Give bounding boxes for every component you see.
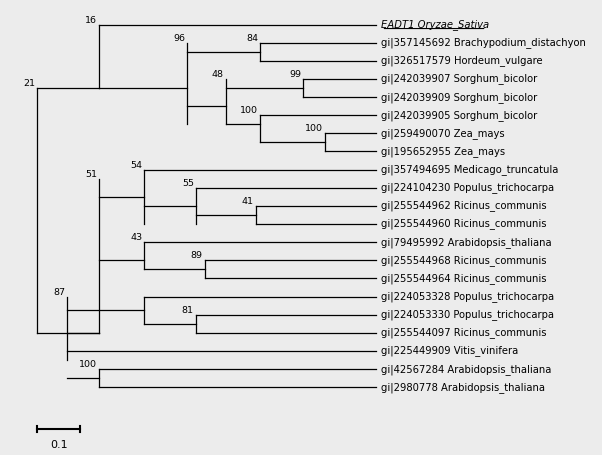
Text: 0.1: 0.1 xyxy=(50,440,67,450)
Text: 48: 48 xyxy=(212,70,224,79)
Text: gi|357145692 Brachypodium_distachyon: gi|357145692 Brachypodium_distachyon xyxy=(382,37,586,48)
Text: 84: 84 xyxy=(246,34,258,43)
Text: gi|42567284 Arabidopsis_thaliana: gi|42567284 Arabidopsis_thaliana xyxy=(382,364,552,374)
Text: gi|242039907 Sorghum_bicolor: gi|242039907 Sorghum_bicolor xyxy=(382,74,538,84)
Text: gi|195652955 Zea_mays: gi|195652955 Zea_mays xyxy=(382,146,506,157)
Text: gi|224053328 Populus_trichocarpa: gi|224053328 Populus_trichocarpa xyxy=(382,291,554,302)
Text: 100: 100 xyxy=(240,106,258,115)
Text: gi|255544960 Ricinus_communis: gi|255544960 Ricinus_communis xyxy=(382,218,547,229)
Text: gi|224053330 Populus_trichocarpa: gi|224053330 Populus_trichocarpa xyxy=(382,309,554,320)
Text: 100: 100 xyxy=(305,124,323,133)
Text: gi|259490070 Zea_mays: gi|259490070 Zea_mays xyxy=(382,128,505,139)
Text: gi|255544097 Ricinus_communis: gi|255544097 Ricinus_communis xyxy=(382,328,547,339)
Text: gi|242039909 Sorghum_bicolor: gi|242039909 Sorghum_bicolor xyxy=(382,91,538,102)
Text: gi|79495992 Arabidopsis_thaliana: gi|79495992 Arabidopsis_thaliana xyxy=(382,237,552,248)
Text: 99: 99 xyxy=(289,70,301,79)
Text: 43: 43 xyxy=(130,233,142,242)
Text: gi|224104230 Populus_trichocarpa: gi|224104230 Populus_trichocarpa xyxy=(382,182,554,193)
Text: 21: 21 xyxy=(23,79,35,88)
Text: gi|255544968 Ricinus_communis: gi|255544968 Ricinus_communis xyxy=(382,255,547,266)
Text: 87: 87 xyxy=(53,288,65,297)
Text: 41: 41 xyxy=(242,197,254,206)
Text: gi|225449909 Vitis_vinifera: gi|225449909 Vitis_vinifera xyxy=(382,345,519,356)
Text: 16: 16 xyxy=(85,15,98,25)
Text: 51: 51 xyxy=(85,170,98,179)
Text: gi|242039905 Sorghum_bicolor: gi|242039905 Sorghum_bicolor xyxy=(382,110,538,121)
Text: 100: 100 xyxy=(79,360,98,369)
Text: 96: 96 xyxy=(173,34,185,43)
Text: 54: 54 xyxy=(130,161,142,170)
Text: EADT1 Oryzae_Sativa: EADT1 Oryzae_Sativa xyxy=(382,19,489,30)
Text: gi|326517579 Hordeum_vulgare: gi|326517579 Hordeum_vulgare xyxy=(382,56,543,66)
Text: 89: 89 xyxy=(190,251,202,260)
Text: gi|255544962 Ricinus_communis: gi|255544962 Ricinus_communis xyxy=(382,201,547,212)
Text: gi|357494695 Medicago_truncatula: gi|357494695 Medicago_truncatula xyxy=(382,164,559,175)
Text: 55: 55 xyxy=(182,179,194,188)
Text: gi|2980778 Arabidopsis_thaliana: gi|2980778 Arabidopsis_thaliana xyxy=(382,382,545,393)
Text: gi|255544964 Ricinus_communis: gi|255544964 Ricinus_communis xyxy=(382,273,547,284)
Text: 81: 81 xyxy=(182,306,194,315)
